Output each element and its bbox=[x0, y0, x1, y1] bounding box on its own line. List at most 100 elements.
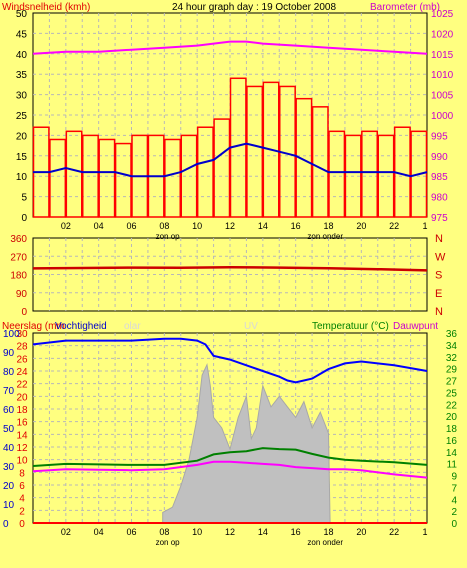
wind-y-tick-label: 40 bbox=[16, 50, 28, 61]
humidity-axis-title: Vochtigheid bbox=[55, 321, 107, 332]
wind-x-tick-label: 22 bbox=[389, 221, 399, 231]
wind-x-tick-label: 08 bbox=[159, 221, 169, 231]
temperature-y-tick-label: 14 bbox=[446, 448, 458, 459]
direction-y-tick-label: 270 bbox=[10, 252, 27, 263]
wind-y-tick-label: 50 bbox=[16, 9, 28, 20]
humidity-line bbox=[32, 337, 428, 384]
wind-y-tick-label: 10 bbox=[16, 172, 28, 183]
compass-label: E bbox=[435, 288, 442, 300]
temperature-y-tick-label: 2 bbox=[451, 507, 457, 518]
precip-y-tick-label: 30 bbox=[16, 329, 28, 340]
wind-x-tick-label: 06 bbox=[126, 221, 136, 231]
humidity-y-tick-label: 60 bbox=[3, 405, 15, 416]
precip-y-tick-label: 16 bbox=[16, 418, 28, 429]
temperature-y-tick-label: 32 bbox=[446, 353, 458, 364]
climate-x-tick-label: 20 bbox=[356, 527, 366, 537]
precip-y-tick-label: 28 bbox=[16, 342, 28, 353]
barometer-y-tick-label: 985 bbox=[431, 172, 448, 183]
wind-gust-bar bbox=[262, 81, 280, 218]
humidity-y-tick-label: 100 bbox=[3, 329, 20, 340]
humidity-y-tick-label: 90 bbox=[3, 348, 15, 359]
precip-y-tick-label: 18 bbox=[16, 405, 28, 416]
wind-x-tick-label: 16 bbox=[291, 221, 301, 231]
climate-x-tick-label: 16 bbox=[291, 527, 301, 537]
dewpoint-axis-title: Dauwpunt bbox=[393, 321, 438, 332]
temperature-y-tick-label: 27 bbox=[446, 377, 458, 388]
wind-gust-bar bbox=[114, 142, 132, 218]
temperature-y-tick-label: 36 bbox=[446, 329, 458, 340]
barometer-axis-title: Barometer (mb) bbox=[370, 2, 440, 13]
humidity-y-tick-label: 50 bbox=[3, 424, 15, 435]
sunrise-label: zon op bbox=[156, 232, 181, 241]
wind-y-tick-label: 25 bbox=[16, 111, 28, 122]
barometer-y-tick-label: 990 bbox=[431, 152, 448, 163]
humidity-y-tick-label: 30 bbox=[3, 462, 15, 473]
precip-y-tick-label: 6 bbox=[19, 481, 25, 492]
wind-gust-bar bbox=[328, 130, 346, 218]
climate-x-tick-label: 1 bbox=[422, 527, 427, 537]
wind-x-tick-label: 10 bbox=[192, 221, 202, 231]
precip-y-tick-label: 20 bbox=[16, 392, 28, 403]
barometer-y-tick-label: 975 bbox=[431, 213, 448, 224]
barometer-y-tick-label: 1015 bbox=[431, 50, 454, 61]
barometer-y-tick-label: 1005 bbox=[431, 91, 454, 102]
climate-x-tick-label: 06 bbox=[126, 527, 136, 537]
precip-y-tick-label: 26 bbox=[16, 354, 28, 365]
wind-x-tick-label: 12 bbox=[225, 221, 235, 231]
sunrise-label: zon op bbox=[156, 538, 181, 547]
humidity-y-tick-label: 40 bbox=[3, 443, 15, 454]
temperature-axis-title: Temperatuur (°C) bbox=[312, 321, 389, 332]
precip-y-tick-label: 4 bbox=[19, 494, 25, 505]
sunset-label: zon onder bbox=[307, 538, 343, 547]
climate-x-tick-label: 12 bbox=[225, 527, 235, 537]
climate-x-tick-label: 22 bbox=[389, 527, 399, 537]
solar-area bbox=[162, 363, 331, 524]
dewpoint-line bbox=[32, 460, 428, 479]
humidity-y-tick-label: 0 bbox=[3, 519, 9, 530]
humidity-y-tick-label: 80 bbox=[3, 367, 15, 378]
temperature-y-tick-label: 11 bbox=[447, 460, 458, 471]
wind-gust-bar bbox=[295, 97, 313, 218]
wind-y-tick-label: 35 bbox=[16, 70, 28, 81]
wind-x-tick-label: 04 bbox=[94, 221, 104, 231]
precip-y-tick-label: 0 bbox=[19, 519, 25, 530]
wind-x-tick-label: 20 bbox=[356, 221, 366, 231]
temperature-y-tick-label: 29 bbox=[446, 365, 458, 376]
temperature-y-tick-label: 18 bbox=[446, 424, 458, 435]
temperature-y-tick-label: 25 bbox=[446, 388, 458, 399]
wind-y-tick-label: 20 bbox=[16, 131, 28, 142]
wind-gust-bar bbox=[164, 138, 181, 218]
precip-y-tick-label: 14 bbox=[16, 430, 28, 441]
wind-gust-bar bbox=[65, 130, 83, 218]
temperature-y-tick-label: 16 bbox=[446, 436, 458, 447]
temperature-y-tick-label: 20 bbox=[446, 412, 458, 423]
wind-x-tick-label: 1 bbox=[422, 221, 427, 231]
temperature-y-tick-label: 0 bbox=[451, 519, 457, 530]
direction-y-tick-label: 90 bbox=[16, 289, 28, 300]
climate-x-tick-label: 18 bbox=[323, 527, 333, 537]
chart-title: 24 hour graph day : 19 October 2008 bbox=[172, 2, 336, 13]
climate-x-tick-label: 08 bbox=[159, 527, 169, 537]
humidity-y-tick-label: 10 bbox=[3, 500, 15, 511]
wind-gust-bar bbox=[196, 126, 214, 218]
wind-y-tick-label: 0 bbox=[21, 213, 27, 224]
wind-gust-bar bbox=[311, 106, 329, 218]
climate-x-tick-label: 02 bbox=[61, 527, 71, 537]
barometer-y-tick-label: 1000 bbox=[431, 111, 454, 122]
barometer-y-tick-label: 1010 bbox=[431, 70, 454, 81]
precip-axis-title: Neerslag (mm bbox=[2, 321, 65, 332]
climate-x-tick-label: 04 bbox=[94, 527, 104, 537]
uv-axis-title: UV bbox=[244, 321, 258, 332]
compass-label: N bbox=[435, 233, 443, 245]
humidity-y-tick-label: 70 bbox=[3, 386, 15, 397]
wind-x-tick-label: 02 bbox=[61, 221, 71, 231]
direction-y-tick-label: 0 bbox=[21, 307, 27, 318]
humidity-y-tick-label: 20 bbox=[3, 481, 15, 492]
wind-gust-bar bbox=[180, 134, 198, 218]
direction-y-tick-label: 180 bbox=[10, 271, 27, 282]
temperature-y-tick-label: 34 bbox=[446, 341, 458, 352]
temperature-y-tick-label: 7 bbox=[451, 483, 457, 494]
precip-y-tick-label: 12 bbox=[16, 443, 28, 454]
